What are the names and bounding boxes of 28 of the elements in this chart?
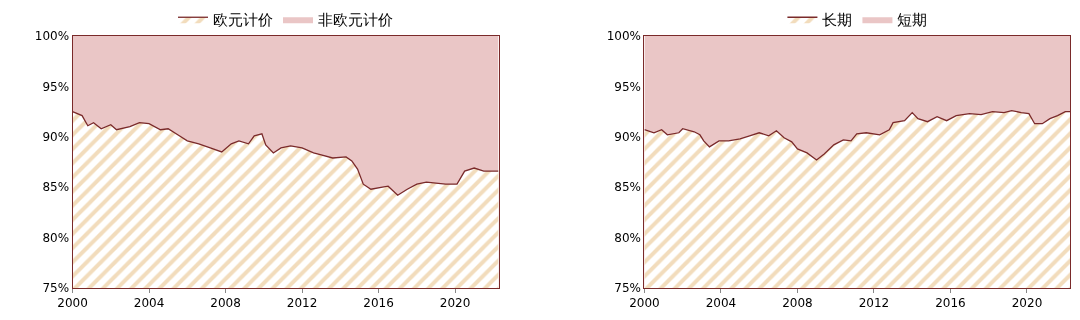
x-tick-label: 2012 bbox=[286, 296, 318, 311]
x-tick-label: 2004 bbox=[705, 296, 737, 311]
y-tick-label: 95% bbox=[42, 79, 70, 94]
y-tick-label: 80% bbox=[42, 230, 70, 245]
y-tick-label: 75% bbox=[42, 281, 70, 296]
x-tick-label: 2020 bbox=[1011, 296, 1043, 311]
y-tick-label: 85% bbox=[614, 180, 642, 195]
y-tick-label: 100% bbox=[606, 29, 642, 44]
x-tick-label: 2000 bbox=[629, 296, 660, 311]
legend-label: 短期 bbox=[897, 11, 928, 30]
x-tick-label: 2004 bbox=[133, 296, 165, 311]
x-tick-label: 2020 bbox=[439, 296, 471, 311]
y-tick-label: 90% bbox=[614, 130, 642, 144]
x-tick-label: 2016 bbox=[935, 296, 966, 311]
x-tick-label: 2016 bbox=[363, 296, 394, 311]
y-tick-label: 75% bbox=[614, 281, 642, 296]
y-tick-label: 85% bbox=[42, 180, 70, 195]
x-tick-label: 2008 bbox=[210, 296, 241, 311]
legend-label: 欧元计价 bbox=[213, 11, 274, 30]
x-tick-label: 2008 bbox=[782, 296, 813, 311]
legend-label: 长期 bbox=[822, 11, 853, 30]
y-tick-label: 90% bbox=[42, 130, 70, 144]
legend-label: 非欧元计价 bbox=[318, 11, 394, 30]
y-tick-label: 95% bbox=[614, 79, 642, 94]
y-tick-label: 100% bbox=[34, 29, 70, 44]
y-tick-label: 80% bbox=[614, 230, 642, 245]
x-tick-label: 2012 bbox=[858, 296, 890, 311]
x-tick-label: 2000 bbox=[57, 296, 88, 311]
